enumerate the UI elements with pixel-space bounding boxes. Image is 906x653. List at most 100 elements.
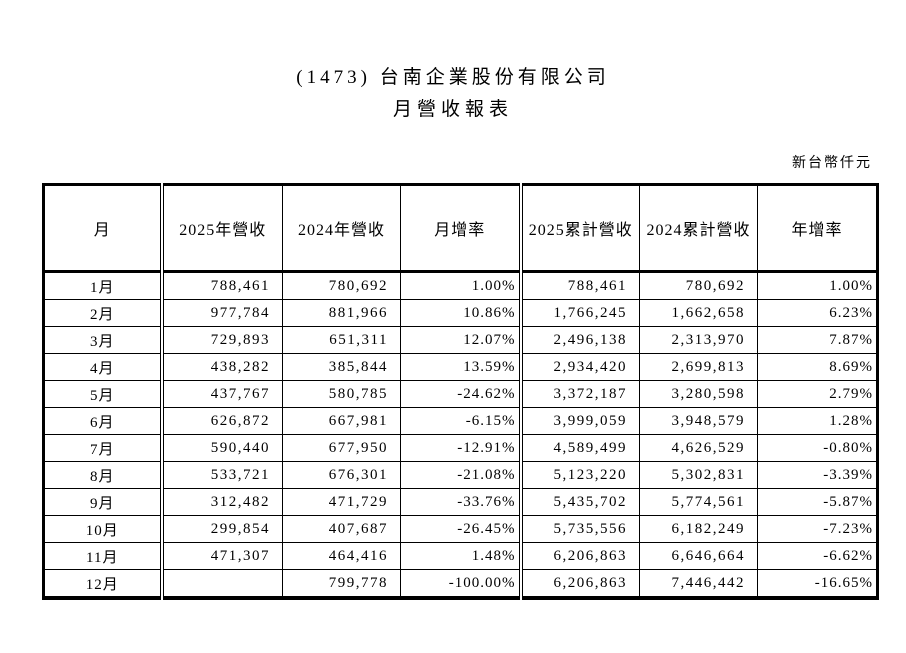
header-row: 月 2025年營收 2024年營收 月增率 2025累計營收 2024累計營收 … — [43, 184, 878, 273]
cell-rev-2025: 788,461 — [161, 271, 283, 300]
table-row: 8月 533,721 676,301 -21.08% 5,123,220 5,3… — [43, 461, 878, 489]
revenue-table: 月 2025年營收 2024年營收 月增率 2025累計營收 2024累計營收 … — [42, 183, 879, 600]
table-row: 1月 788,461 780,692 1.00% 788,461 780,692… — [43, 271, 878, 300]
cell-rev-2024: 471,729 — [282, 488, 401, 516]
cell-mom-growth: 1.00% — [400, 271, 523, 300]
cell-month: 11月 — [43, 542, 164, 570]
table-row: 5月 437,767 580,785 -24.62% 3,372,187 3,2… — [43, 380, 878, 408]
cell-cum-2024: 5,774,561 — [639, 488, 758, 516]
col-header-mom-growth: 月增率 — [400, 184, 523, 273]
cell-cum-2024: 3,948,579 — [639, 407, 758, 435]
cell-mom-growth: -6.15% — [400, 407, 523, 435]
cell-rev-2024: 780,692 — [282, 271, 401, 300]
cell-yoy-growth: -7.23% — [757, 515, 878, 543]
cell-month: 5月 — [43, 380, 164, 408]
table-row: 9月 312,482 471,729 -33.76% 5,435,702 5,7… — [43, 488, 878, 516]
cell-month: 4月 — [43, 353, 164, 381]
table-row: 11月 471,307 464,416 1.48% 6,206,863 6,64… — [43, 542, 878, 570]
cell-rev-2024: 464,416 — [282, 542, 401, 570]
cell-cum-2024: 2,699,813 — [639, 353, 758, 381]
cell-rev-2025: 729,893 — [161, 326, 283, 354]
report-subtitle: 月營收報表 — [392, 99, 513, 120]
cell-cum-2025: 2,496,138 — [520, 326, 640, 354]
cell-cum-2024: 6,646,664 — [639, 542, 758, 570]
cell-month: 1月 — [43, 271, 164, 300]
cell-yoy-growth: 1.28% — [757, 407, 878, 435]
cell-mom-growth: 1.48% — [400, 542, 523, 570]
cell-mom-growth: 12.07% — [400, 326, 523, 354]
cell-rev-2025: 626,872 — [161, 407, 283, 435]
cell-rev-2025: 590,440 — [161, 434, 283, 462]
col-header-cum-2024: 2024累計營收 — [639, 184, 758, 273]
cell-cum-2025: 4,589,499 — [520, 434, 640, 462]
cell-cum-2025: 788,461 — [520, 271, 640, 300]
unit-note: 新台幣仟元 — [792, 156, 872, 171]
cell-cum-2025: 3,372,187 — [520, 380, 640, 408]
cell-cum-2025: 6,206,863 — [520, 542, 640, 570]
cell-rev-2025: 471,307 — [161, 542, 283, 570]
cell-mom-growth: 10.86% — [400, 299, 523, 327]
cell-yoy-growth: 6.23% — [757, 299, 878, 327]
cell-mom-growth: -21.08% — [400, 461, 523, 489]
cell-cum-2025: 3,999,059 — [520, 407, 640, 435]
cell-month: 7月 — [43, 434, 164, 462]
cell-rev-2025: 437,767 — [161, 380, 283, 408]
cell-cum-2024: 4,626,529 — [639, 434, 758, 462]
table-row: 10月 299,854 407,687 -26.45% 5,735,556 6,… — [43, 515, 878, 543]
cell-cum-2024: 5,302,831 — [639, 461, 758, 489]
cell-mom-growth: -26.45% — [400, 515, 523, 543]
cell-mom-growth: 13.59% — [400, 353, 523, 381]
table-row: 4月 438,282 385,844 13.59% 2,934,420 2,69… — [43, 353, 878, 381]
table-row: 6月 626,872 667,981 -6.15% 3,999,059 3,94… — [43, 407, 878, 435]
cell-rev-2024: 881,966 — [282, 299, 401, 327]
cell-rev-2024: 677,950 — [282, 434, 401, 462]
cell-cum-2025: 1,766,245 — [520, 299, 640, 327]
cell-cum-2025: 5,735,556 — [520, 515, 640, 543]
report-title: (1473) 台南企業股份有限公司 — [296, 67, 610, 88]
cell-month: 3月 — [43, 326, 164, 354]
cell-yoy-growth: 8.69% — [757, 353, 878, 381]
cell-yoy-growth: -5.87% — [757, 488, 878, 516]
cell-rev-2025: 312,482 — [161, 488, 283, 516]
cell-rev-2024: 667,981 — [282, 407, 401, 435]
cell-mom-growth: -12.91% — [400, 434, 523, 462]
col-header-yoy-growth: 年增率 — [757, 184, 878, 273]
cell-rev-2025: 438,282 — [161, 353, 283, 381]
cell-rev-2024: 580,785 — [282, 380, 401, 408]
cell-yoy-growth: 7.87% — [757, 326, 878, 354]
col-header-month: 月 — [43, 184, 164, 273]
cell-month: 10月 — [43, 515, 164, 543]
table-row: 7月 590,440 677,950 -12.91% 4,589,499 4,6… — [43, 434, 878, 462]
cell-rev-2025: 533,721 — [161, 461, 283, 489]
cell-yoy-growth: -0.80% — [757, 434, 878, 462]
col-header-rev-2025: 2025年營收 — [161, 184, 283, 273]
cell-cum-2025: 2,934,420 — [520, 353, 640, 381]
cell-month: 8月 — [43, 461, 164, 489]
cell-month: 9月 — [43, 488, 164, 516]
cell-mom-growth: -24.62% — [400, 380, 523, 408]
cell-mom-growth: -33.76% — [400, 488, 523, 516]
cell-rev-2024: 799,778 — [282, 569, 401, 599]
cell-rev-2025 — [161, 569, 283, 599]
cell-cum-2024: 7,446,442 — [639, 569, 758, 599]
cell-rev-2024: 385,844 — [282, 353, 401, 381]
cell-cum-2024: 3,280,598 — [639, 380, 758, 408]
cell-month: 2月 — [43, 299, 164, 327]
col-header-rev-2024: 2024年營收 — [282, 184, 401, 273]
cell-yoy-growth: -3.39% — [757, 461, 878, 489]
cell-cum-2025: 5,435,702 — [520, 488, 640, 516]
cell-cum-2025: 5,123,220 — [520, 461, 640, 489]
table-row: 3月 729,893 651,311 12.07% 2,496,138 2,31… — [43, 326, 878, 354]
cell-cum-2024: 1,662,658 — [639, 299, 758, 327]
cell-cum-2025: 6,206,863 — [520, 569, 640, 599]
col-header-cum-2025: 2025累計營收 — [520, 184, 640, 273]
cell-rev-2024: 407,687 — [282, 515, 401, 543]
table-row: 12月 799,778 -100.00% 6,206,863 7,446,442… — [43, 569, 878, 599]
cell-rev-2025: 299,854 — [161, 515, 283, 543]
cell-yoy-growth: 1.00% — [757, 271, 878, 300]
cell-cum-2024: 6,182,249 — [639, 515, 758, 543]
table-row: 2月 977,784 881,966 10.86% 1,766,245 1,66… — [43, 299, 878, 327]
cell-month: 6月 — [43, 407, 164, 435]
cell-cum-2024: 780,692 — [639, 271, 758, 300]
cell-mom-growth: -100.00% — [400, 569, 523, 599]
